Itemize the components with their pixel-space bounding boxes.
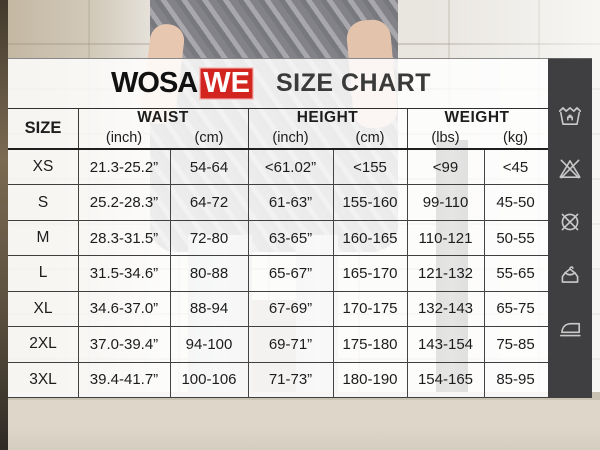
page-title: SIZE CHART <box>275 69 431 97</box>
unit-weight-kg: (kg) <box>503 129 528 146</box>
column-divider <box>248 109 249 148</box>
height-inch-value: 71-73” <box>268 371 313 389</box>
care-symbols-sidebar <box>548 58 592 398</box>
column-divider <box>78 150 79 398</box>
waist-inch-value: 34.6-37.0” <box>89 300 159 318</box>
weight-kg-value: 55-65 <box>496 264 535 282</box>
waist-inch-value: 37.0-39.4” <box>89 335 159 353</box>
waist-inch-value: 25.2-28.3” <box>89 194 159 212</box>
waist-cm-value: 80-88 <box>189 264 229 282</box>
height-cm-value: 175-180 <box>342 335 398 353</box>
height-cm-value: 165-170 <box>342 264 398 282</box>
height-cm-value: 180-190 <box>342 371 398 389</box>
weight-lbs-value: 132-143 <box>417 300 474 318</box>
table-row: 3XL 39.4-41.7” 100-106 71-73” 180-190 15… <box>8 363 548 398</box>
height-inch-value: 63-65” <box>268 229 313 247</box>
size-label: XL <box>33 299 53 317</box>
weight-lbs-value: 110-121 <box>418 229 473 247</box>
height-cm-value: 160-165 <box>342 229 398 247</box>
unit-weight-lbs: (lbs) <box>431 129 460 146</box>
weight-kg-value: 65-75 <box>496 300 535 318</box>
waist-cm-value: 72-80 <box>189 229 229 247</box>
column-group-waist: WAIST <box>137 109 189 126</box>
brand-logo-black: WOSA <box>111 67 198 99</box>
photo-left-edge <box>0 0 8 450</box>
iron-icon <box>557 315 583 341</box>
weight-kg-value: 45-50 <box>496 194 535 212</box>
table-row: M 28.3-31.5” 72-80 63-65” 160-165 110-12… <box>8 221 548 257</box>
hang-to-dry-icon <box>557 262 583 288</box>
size-label: M <box>36 229 50 247</box>
column-group-weight: WEIGHT <box>444 109 510 126</box>
unit-height-inch: (inch) <box>272 129 309 146</box>
column-divider <box>248 150 249 398</box>
height-cm-value: 170-175 <box>342 300 398 318</box>
table-row: XS 21.3-25.2” 54-64 <61.02” <155 <99 <45 <box>8 150 548 186</box>
column-divider <box>407 109 408 148</box>
waist-inch-value: 31.5-34.6” <box>89 264 159 282</box>
height-inch-value: 67-69” <box>268 300 313 318</box>
column-header-size: SIZE <box>24 119 62 137</box>
table-row: XL 34.6-37.0” 88-94 67-69” 170-175 132-1… <box>8 292 548 328</box>
column-group-height: HEIGHT <box>296 109 359 126</box>
weight-kg-value: 85-95 <box>496 371 535 389</box>
column-divider <box>407 150 408 398</box>
waist-inch-value: 28.3-31.5” <box>89 229 159 247</box>
weight-kg-value: 75-85 <box>496 335 535 353</box>
waist-cm-value: 64-72 <box>189 194 229 212</box>
weight-lbs-value: <99 <box>432 158 459 176</box>
unit-height-cm: (cm) <box>355 129 385 146</box>
height-cm-value: <155 <box>353 158 387 176</box>
weight-lbs-value: 99-110 <box>422 194 469 212</box>
waist-cm-value: 54-64 <box>189 158 229 176</box>
brand-logo-red-box: WE <box>199 67 254 100</box>
column-divider <box>333 150 334 398</box>
unit-waist-cm: (cm) <box>194 129 224 146</box>
hand-wash-icon <box>557 103 583 129</box>
title-bar: WOSA WE SIZE CHART <box>8 59 548 108</box>
weight-lbs-value: 143-154 <box>417 335 474 353</box>
brand-logo: WOSA WE <box>111 67 254 100</box>
height-cm-value: 155-160 <box>342 194 398 212</box>
waist-cm-value: 88-94 <box>189 300 229 318</box>
height-inch-value: 69-71” <box>268 335 313 353</box>
size-label: XS <box>32 158 54 176</box>
column-divider <box>484 150 485 398</box>
table-row: 2XL 37.0-39.4” 94-100 69-71” 175-180 143… <box>8 327 548 363</box>
height-inch-value: 65-67” <box>268 264 313 282</box>
size-label: S <box>37 193 49 211</box>
weight-lbs-value: 154-165 <box>417 371 474 389</box>
size-label: 3XL <box>29 370 57 388</box>
column-divider <box>78 109 79 148</box>
waist-cm-value: 94-100 <box>185 335 233 353</box>
do-not-dry-clean-icon <box>557 209 583 235</box>
column-divider <box>170 150 171 398</box>
weight-kg-value: 50-55 <box>496 229 535 247</box>
size-label: L <box>38 264 48 282</box>
table-header: SIZE WAIST HEIGHT WEIGHT (inch) (cm) (in… <box>8 108 548 150</box>
table-row: L 31.5-34.6” 80-88 65-67” 165-170 121-13… <box>8 256 548 292</box>
waist-cm-value: 100-106 <box>181 371 237 389</box>
table-row: S 25.2-28.3” 64-72 61-63” 155-160 99-110… <box>8 185 548 221</box>
table-body: XS 21.3-25.2” 54-64 <61.02” <155 <99 <45… <box>8 150 548 398</box>
waist-inch-value: 39.4-41.7” <box>89 371 159 389</box>
height-inch-value: <61.02” <box>264 158 317 176</box>
ground <box>0 392 600 450</box>
unit-waist-inch: (inch) <box>105 129 143 146</box>
waist-inch-value: 21.3-25.2” <box>89 158 159 176</box>
height-inch-value: 61-63” <box>268 194 313 212</box>
weight-lbs-value: 121-132 <box>417 264 474 282</box>
size-label: 2XL <box>29 335 57 353</box>
weight-kg-value: <45 <box>502 158 529 176</box>
size-chart-panel: WOSA WE SIZE CHART SIZE WAIST HEIGHT WEI… <box>8 58 548 398</box>
do-not-bleach-icon <box>557 156 583 182</box>
